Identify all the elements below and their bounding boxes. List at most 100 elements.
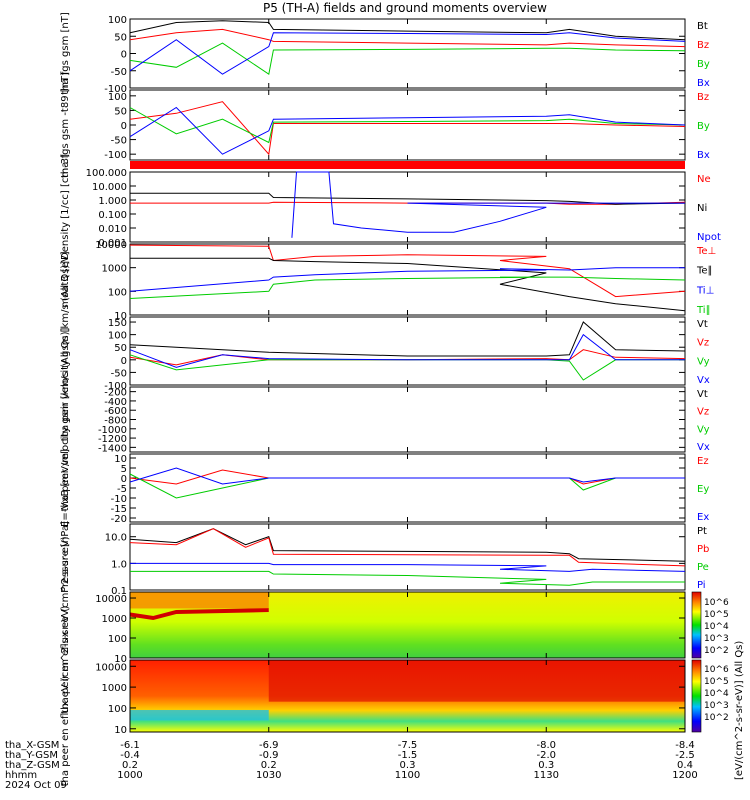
legend-Ti∥: Ti∥ (696, 305, 711, 316)
spectrogram-band (268, 660, 685, 702)
y-tick-label: -800 (104, 416, 127, 427)
series-Pb (129, 528, 686, 567)
y-tick-label: -600 (104, 406, 127, 417)
colorbar-tick: 10^4 (704, 689, 729, 699)
spectrogram-band (130, 709, 269, 721)
y-tick-label: 0 (121, 474, 127, 485)
legend-Ne: Ne (697, 174, 711, 185)
y-tick-label: 0 (121, 121, 127, 132)
legend-Bz: Bz (697, 40, 709, 51)
y-tick-label: 0.010 (98, 224, 127, 235)
x-row-value: -0.4 (120, 750, 140, 761)
series-Vz (129, 349, 686, 366)
y-tick-label: -1400 (98, 443, 127, 454)
legend-Vy: Vy (697, 356, 710, 367)
y-tick-label: -15 (111, 504, 127, 515)
legend-By: By (697, 59, 710, 70)
y-axis-label: tha peir en eflux eV (cm^2-s-sr-eV) (60, 536, 71, 713)
y-tick-label: 0.1 (111, 586, 127, 597)
legend-Ex: Ex (697, 512, 709, 523)
series-Ez (129, 469, 685, 485)
y-axis-label: moat3 [eV] (60, 251, 71, 307)
y-axis-label: tha peer velocity gsm [km/s (All Qs)] (60, 328, 71, 512)
series-Bz (129, 101, 686, 156)
y-axis-label: tha peer en eflux eV (cm^2-s-sr-eV) (60, 606, 71, 787)
series-Pi (130, 562, 686, 572)
legend-By: By (697, 121, 710, 132)
series-Bx (129, 32, 686, 75)
x-row-value: -6.1 (120, 740, 140, 751)
colorbar-bottom (691, 659, 702, 733)
panel-10: 10000 1000 100 10 tha peer en eflux eV (cm^2… (60, 606, 686, 787)
legend-Pi: Pi (697, 580, 706, 591)
series-Te⊥ (129, 244, 686, 298)
y-tick-label: 1000 (102, 264, 127, 275)
colorbar-tick: 10^4 (704, 622, 729, 632)
x-axis-labels: tha_X-GSM -6.1 -6.9 -7.5 -8.0 -8.4 tha_Y-GSM -0… (5, 740, 698, 791)
y-tick-label: 10000 (95, 240, 127, 251)
legend-Bz: Bz (697, 92, 709, 103)
y-tick-label: 100.000 (86, 168, 127, 179)
legend-Ey: Ey (697, 484, 709, 495)
y-tick-label: -100 (104, 150, 127, 161)
x-row-value: 1000 (117, 770, 142, 781)
y-tick-label: 100 (108, 331, 127, 342)
y-tick-label: 10 (114, 725, 127, 736)
colorbar-tick: 10^6 (704, 665, 729, 675)
legend-Pe: Pe (697, 562, 709, 573)
y-tick-label: 10.000 (92, 182, 127, 193)
y-tick-label: -50 (111, 368, 127, 379)
x-row-value: -2.5 (675, 750, 695, 761)
colorbar-top (691, 591, 702, 659)
y-tick-label: 50 (114, 106, 127, 117)
y-tick-label: 0.001 (98, 238, 127, 249)
x-row-value: -1.5 (398, 750, 418, 761)
y-axis-label: tha fgs gsm [nT] (60, 12, 71, 95)
legend-Vy: Vy (697, 424, 710, 435)
y-tick-label: 10000 (95, 594, 127, 605)
colorbar-tick: 10^3 (704, 634, 729, 644)
x-row-value: 0.2 (261, 760, 277, 771)
y-axis-label: Pressure [nPa] (60, 521, 71, 593)
legend-Ti⊥: Ti⊥ (696, 285, 714, 296)
y-axis-label: Density [1/cc] [cm-3] (60, 154, 71, 260)
x-row-value: -7.5 (398, 740, 418, 751)
panel-9: 10000 1000 100 10 tha peir en eflux eV (cm^2… (60, 536, 686, 714)
y-tick-label: 0.100 (98, 210, 127, 221)
y-tick-label: 1000 (102, 614, 127, 625)
legend-Vz: Vz (697, 407, 709, 418)
colorbar-tick: 10^6 (704, 598, 729, 608)
y-tick-label: -200 (104, 388, 127, 399)
series-Ni (130, 192, 686, 205)
y-tick-label: 50 (114, 32, 127, 43)
panel-3: 100.000 10.000 1.000 0.100 0.010 0.001 Density… (60, 154, 721, 260)
x-row-value: 0.4 (677, 760, 693, 771)
spectrogram-band (129, 608, 269, 621)
series-Bz (129, 28, 686, 48)
panel-frame (129, 453, 686, 523)
panel-frame (129, 386, 686, 453)
legend-Te⊥: Te⊥ (696, 246, 716, 257)
colorbar-label: [eV/(cm^2-s-sr-eV)] (All Qs) (734, 641, 745, 780)
series-Bx (129, 106, 686, 155)
x-row-value: -8.4 (675, 740, 695, 751)
y-tick-label: -400 (104, 397, 127, 408)
y-tick-label: 50 (114, 343, 127, 354)
y-tick-label: 0 (121, 356, 127, 367)
series-Ti∥ (129, 276, 686, 299)
series-By (129, 107, 686, 144)
y-tick-label: 5 (121, 464, 127, 475)
y-axis-label: tha peir velocity gsm [km/s (All Qs)] (60, 261, 71, 442)
legend-Pb: Pb (697, 544, 709, 555)
x-row-value: 0.3 (538, 760, 554, 771)
y-tick-label: 1.000 (98, 196, 127, 207)
series-Pt (129, 528, 686, 562)
series-Vx (129, 333, 685, 368)
panel-frame (129, 316, 686, 386)
legend-Npot: Npot (697, 232, 721, 243)
colorbar-tick: 10^2 (704, 646, 729, 656)
